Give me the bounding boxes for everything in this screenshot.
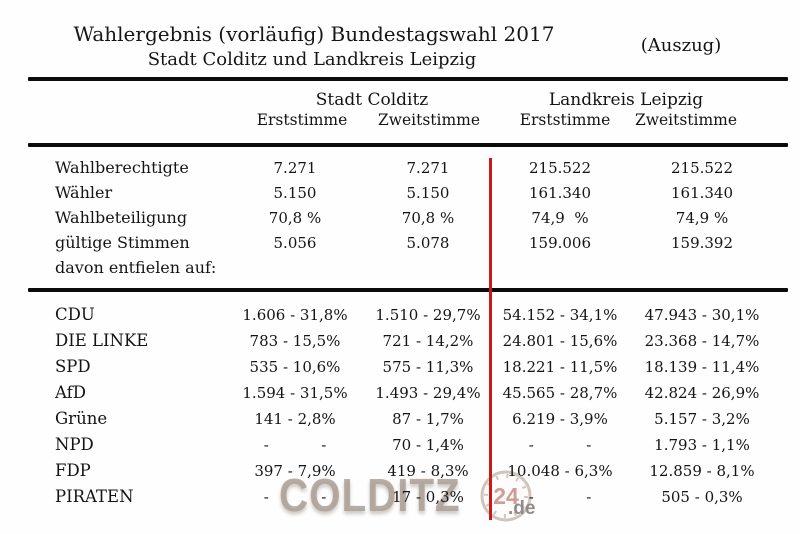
table-row-fdp: FDP 397 - 7,9% 419 - 8,3% 10.048 - 6,3% … — [0, 459, 800, 483]
cell-colditz-erststimme: 535 - 10,6% — [249, 358, 341, 376]
cell-colditz-zweitstimme: 70 - 1,4% — [392, 436, 464, 454]
row-label: Wahlbeteiligung — [55, 208, 188, 227]
party-label: AfD — [55, 383, 86, 402]
cell-colditz-zweitstimme: 87 - 1,7% — [392, 410, 464, 428]
row-label: gültige Stimmen — [55, 233, 190, 252]
party-label: FDP — [55, 461, 91, 480]
party-label: PIRATEN — [55, 487, 134, 506]
table-row-wahlbeteiligung: Wahlbeteiligung 70,8 % 70,8 % 74,9 % 74,… — [0, 206, 800, 230]
cell-colditz-erststimme: 70,8 % — [268, 209, 322, 227]
cell-colditz-erststimme: 5.150 — [273, 184, 317, 202]
party-label: Grüne — [55, 409, 108, 428]
cell-colditz-erststimme: - - — [263, 436, 327, 454]
excerpt-note: (Auszug) — [640, 35, 722, 56]
table-row-piraten: PIRATEN - - 17 - 0,3% - - 505 - 0,3% — [0, 485, 800, 509]
cell-leipzig-erststimme: 18.221 - 11,5% — [502, 358, 618, 376]
column-header-colditz-zweitstimme: Zweitstimme — [377, 111, 481, 129]
cell-leipzig-zweitstimme: 18.139 - 11,4% — [644, 358, 760, 376]
table-row-waehler: Wähler 5.150 5.150 161.340 161.340 — [0, 181, 800, 205]
cell-leipzig-erststimme: 45.565 - 28,7% — [502, 384, 618, 402]
cell-leipzig-zweitstimme: 12.859 - 8,1% — [649, 462, 755, 480]
cell-colditz-zweitstimme: 721 - 14,2% — [382, 332, 474, 350]
cell-leipzig-zweitstimme: 47.943 - 30,1% — [644, 306, 760, 324]
cell-leipzig-erststimme: 24.801 - 15,6% — [502, 332, 618, 350]
table-row-gueltige-stimmen: gültige Stimmen 5.056 5.078 159.006 159.… — [0, 231, 800, 255]
cell-leipzig-erststimme: 6.219 - 3,9% — [512, 410, 608, 428]
horizontal-rule-lower — [28, 288, 788, 292]
cell-leipzig-erststimme: 10.048 - 6,3% — [507, 462, 613, 480]
table-row-afd: AfD 1.594 - 31,5% 1.493 - 29,4% 45.565 -… — [0, 381, 800, 405]
cell-colditz-zweitstimme: 419 - 8,3% — [387, 462, 469, 480]
cell-leipzig-zweitstimme: 215.522 — [670, 159, 734, 177]
cell-colditz-zweitstimme: 5.078 — [406, 234, 450, 252]
cell-colditz-erststimme: 1.594 - 31,5% — [242, 384, 348, 402]
cell-leipzig-zweitstimme: 505 - 0,3% — [661, 488, 743, 506]
party-label: CDU — [55, 305, 95, 324]
cell-colditz-erststimme: 5.056 — [273, 234, 317, 252]
table-row-gruene: Grüne 141 - 2,8% 87 - 1,7% 6.219 - 3,9% … — [0, 407, 800, 431]
cell-leipzig-erststimme: 74,9 % — [531, 209, 589, 227]
table-row-cdu: CDU 1.606 - 31,8% 1.510 - 29,7% 54.152 -… — [0, 303, 800, 327]
red-divider-line — [489, 158, 492, 520]
row-label: Wähler — [55, 183, 113, 202]
cell-colditz-erststimme: 7.271 — [273, 159, 317, 177]
cell-colditz-erststimme: 397 - 7,9% — [254, 462, 336, 480]
row-label: Wahlberechtigte — [55, 158, 189, 177]
cell-leipzig-zweitstimme: 42.824 - 26,9% — [644, 384, 760, 402]
cell-colditz-zweitstimme: 1.493 - 29,4% — [375, 384, 481, 402]
table-row-wahlberechtigte: Wahlberechtigte 7.271 7.271 215.522 215.… — [0, 156, 800, 180]
party-label: SPD — [55, 357, 91, 376]
horizontal-rule-top — [28, 77, 788, 81]
table-row-die-linke: DIE LINKE 783 - 15,5% 721 - 14,2% 24.801… — [0, 329, 800, 353]
horizontal-rule-middle — [28, 143, 788, 147]
cell-colditz-erststimme: 1.606 - 31,8% — [242, 306, 348, 324]
cell-colditz-zweitstimme: 1.510 - 29,7% — [375, 306, 481, 324]
cell-leipzig-zweitstimme: 5.157 - 3,2% — [654, 410, 750, 428]
cell-colditz-zweitstimme: 70,8 % — [401, 209, 455, 227]
cell-colditz-zweitstimme: 5.150 — [406, 184, 450, 202]
party-label: NPD — [55, 435, 94, 454]
column-group-stadt-colditz: Stadt Colditz — [315, 90, 429, 110]
row-label: davon entfielen auf: — [55, 258, 217, 277]
cell-leipzig-erststimme: 159.006 — [528, 234, 592, 252]
cell-leipzig-zweitstimme: 23.368 - 14,7% — [644, 332, 760, 350]
cell-leipzig-zweitstimme: 161.340 — [670, 184, 734, 202]
cell-leipzig-zweitstimme: 159.392 — [670, 234, 734, 252]
cell-leipzig-erststimme: 161.340 — [528, 184, 592, 202]
cell-colditz-erststimme: - - — [263, 488, 327, 506]
column-header-leipzig-erststimme: Erststimme — [519, 111, 611, 129]
cell-leipzig-zweitstimme: 1.793 - 1,1% — [654, 436, 750, 454]
column-group-landkreis-leipzig: Landkreis Leipzig — [548, 90, 704, 110]
table-row-davon-entfielen: davon entfielen auf: — [0, 256, 800, 280]
cell-leipzig-erststimme: 54.152 - 34,1% — [502, 306, 618, 324]
cell-colditz-zweitstimme: 17 - 0,3% — [392, 488, 464, 506]
cell-colditz-zweitstimme: 575 - 11,3% — [382, 358, 474, 376]
page-title: Wahlergebnis (vorläufig) Bundestagswahl … — [73, 22, 555, 46]
cell-leipzig-erststimme: 215.522 — [528, 159, 592, 177]
column-header-leipzig-zweitstimme: Zweitstimme — [634, 111, 738, 129]
column-header-colditz-erststimme: Erststimme — [256, 111, 348, 129]
cell-leipzig-erststimme: - - — [528, 488, 592, 506]
page-subtitle: Stadt Colditz und Landkreis Leipzig — [147, 49, 477, 70]
cell-leipzig-zweitstimme: 74,9 % — [675, 209, 729, 227]
party-label: DIE LINKE — [55, 331, 149, 350]
cell-colditz-erststimme: 141 - 2,8% — [254, 410, 336, 428]
cell-leipzig-erststimme: - - — [528, 436, 592, 454]
cell-colditz-zweitstimme: 7.271 — [406, 159, 450, 177]
table-row-npd: NPD - - 70 - 1,4% - - 1.793 - 1,1% — [0, 433, 800, 457]
cell-colditz-erststimme: 783 - 15,5% — [249, 332, 341, 350]
table-row-spd: SPD 535 - 10,6% 575 - 11,3% 18.221 - 11,… — [0, 355, 800, 379]
